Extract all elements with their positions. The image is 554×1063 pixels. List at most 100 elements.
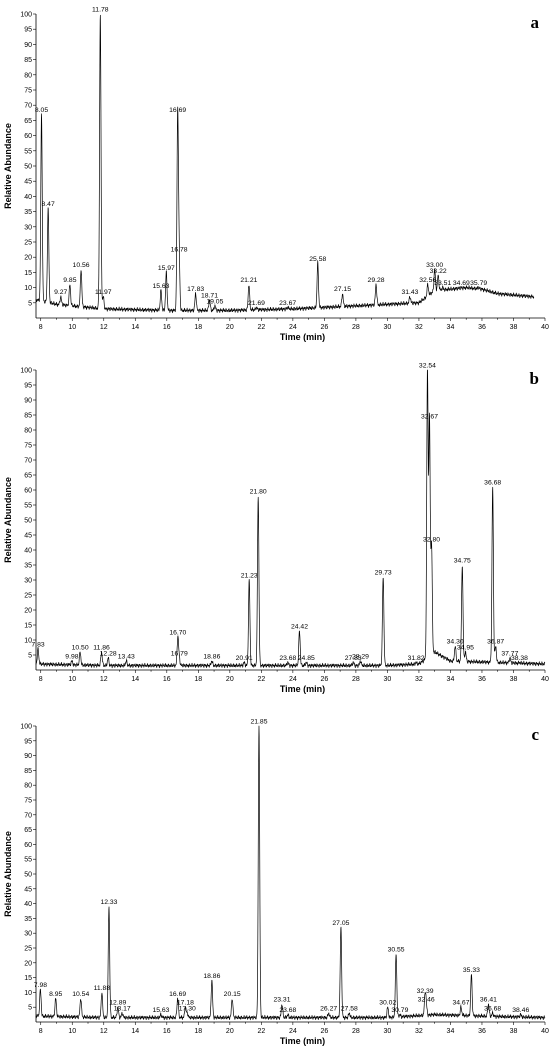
x-tick-label: 32: [415, 676, 423, 683]
y-tick-label: 100: [20, 724, 32, 731]
peak-label: 26.27: [320, 1006, 337, 1013]
peak-label: 37.77: [501, 651, 518, 658]
x-tick-label: 16: [163, 324, 171, 331]
y-tick-label: 100: [20, 12, 32, 19]
peak-label: 18.71: [201, 292, 218, 299]
peak-label: 18.86: [203, 973, 220, 980]
peak-label: 24.42: [291, 624, 308, 631]
peak-label: 12.89: [109, 1000, 126, 1007]
peak-label: 30.55: [388, 946, 405, 953]
x-tick-label: 40: [541, 1028, 549, 1035]
peak-label: 32.80: [423, 537, 440, 544]
x-tick-label: 28: [352, 676, 360, 683]
peak-label: 16.69: [169, 991, 186, 998]
y-tick-label: 25: [24, 593, 32, 600]
x-tick-label: 10: [68, 676, 76, 683]
x-tick-label: 24: [289, 1028, 297, 1035]
y-axis-title: Relative Abundance: [3, 123, 13, 209]
x-tick-label: 34: [447, 324, 455, 331]
peak-label: 9.85: [63, 277, 76, 284]
y-axis-title: Relative Abundance: [3, 831, 13, 917]
peak-label: 29.28: [368, 277, 385, 284]
y-tick-label: 30: [24, 931, 32, 938]
x-axis-title: Time (min): [280, 1036, 325, 1046]
y-tick-label: 40: [24, 901, 32, 908]
peak-label: 34.30: [447, 639, 464, 646]
peak-label: 27.83: [345, 655, 362, 662]
peak-label: 16.79: [171, 651, 188, 658]
y-tick-label: 45: [24, 179, 32, 186]
peak-label: 10.56: [73, 262, 90, 269]
y-tick-label: 50: [24, 518, 32, 525]
x-tick-label: 38: [510, 324, 518, 331]
y-tick-label: 15: [24, 623, 32, 630]
peak-label: 7.98: [34, 982, 47, 989]
peak-label: 23.31: [273, 997, 290, 1004]
peak-label: 12.28: [100, 651, 117, 658]
y-tick-label: 45: [24, 533, 32, 540]
y-tick-label: 65: [24, 827, 32, 834]
y-tick-label: 5: [28, 653, 32, 660]
x-tick-label: 26: [320, 324, 328, 331]
x-tick-label: 26: [320, 1028, 328, 1035]
y-tick-label: 100: [20, 368, 32, 375]
x-tick-label: 16: [163, 676, 171, 683]
peak-label: 16.69: [169, 107, 186, 114]
x-tick-label: 12: [100, 676, 108, 683]
y-tick-label: 95: [24, 27, 32, 34]
y-tick-label: 85: [24, 768, 32, 775]
peak-label: 15.63: [152, 1007, 169, 1014]
peak-label: 24.85: [298, 655, 315, 662]
peak-label: 32.39: [417, 988, 434, 995]
y-tick-label: 35: [24, 916, 32, 923]
peak-label: 23.68: [279, 655, 296, 662]
peak-label: 8.05: [35, 107, 48, 114]
y-tick-label: 50: [24, 164, 32, 171]
peak-label: 16.78: [171, 247, 188, 254]
x-tick-label: 32: [415, 1028, 423, 1035]
y-tick-label: 30: [24, 578, 32, 585]
x-tick-label: 10: [68, 1028, 76, 1035]
y-tick-label: 5: [28, 300, 32, 307]
x-tick-label: 28: [352, 1028, 360, 1035]
y-tick-label: 20: [24, 960, 32, 967]
x-tick-label: 36: [478, 324, 486, 331]
x-tick-label: 30: [384, 324, 392, 331]
peak-label: 32.46: [418, 997, 435, 1004]
x-tick-label: 28: [352, 324, 360, 331]
y-tick-label: 90: [24, 753, 32, 760]
x-tick-label: 14: [131, 1028, 139, 1035]
peak-label: 15.63: [152, 283, 169, 290]
y-tick-label: 65: [24, 118, 32, 125]
peak-label: 34.67: [452, 1000, 469, 1007]
peak-label: 36.68: [484, 480, 501, 487]
chromatogram-trace: [35, 369, 546, 669]
x-axis-title: Time (min): [280, 332, 325, 342]
peak-label: 11.86: [93, 645, 110, 652]
y-tick-label: 40: [24, 548, 32, 555]
x-tick-label: 14: [131, 324, 139, 331]
x-tick-label: 22: [257, 324, 265, 331]
x-tick-label: 18: [194, 324, 202, 331]
y-tick-label: 25: [24, 240, 32, 247]
peak-label: 11.97: [95, 289, 112, 296]
y-tick-label: 10: [24, 990, 32, 997]
y-tick-label: 15: [24, 975, 32, 982]
y-tick-label: 20: [24, 608, 32, 615]
x-tick-label: 26: [320, 676, 328, 683]
peak-label: 38.46: [512, 1007, 529, 1014]
x-tick-label: 24: [289, 324, 297, 331]
peak-label: 35.33: [463, 967, 480, 974]
y-tick-label: 15: [24, 270, 32, 277]
peak-label: 33.00: [426, 262, 443, 269]
peak-label: 17.83: [187, 286, 204, 293]
peak-label: 33.51: [434, 280, 451, 287]
y-tick-label: 65: [24, 473, 32, 480]
y-tick-label: 75: [24, 798, 32, 805]
y-tick-label: 10: [24, 285, 32, 292]
y-tick-label: 5: [28, 1005, 32, 1012]
y-tick-label: 60: [24, 488, 32, 495]
y-tick-label: 35: [24, 209, 32, 216]
peak-label: 29.73: [375, 570, 392, 577]
